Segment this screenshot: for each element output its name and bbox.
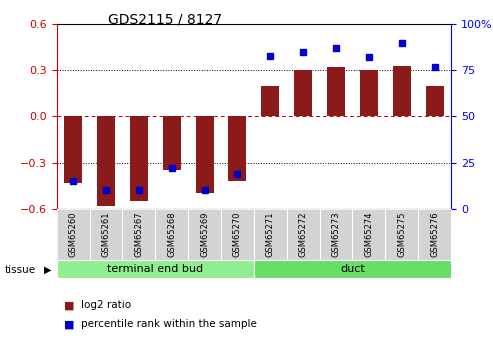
Text: GSM65273: GSM65273 [332, 211, 341, 257]
Bar [57, 260, 254, 278]
Text: GDS2115 / 8127: GDS2115 / 8127 [108, 12, 222, 26]
Text: GSM65272: GSM65272 [299, 211, 308, 257]
Bar [196, 117, 213, 193]
Bar [425, 86, 444, 117]
Text: GSM65275: GSM65275 [397, 211, 406, 257]
Bar [261, 86, 280, 117]
Text: GSM65260: GSM65260 [69, 211, 77, 257]
Text: GSM65268: GSM65268 [167, 211, 176, 257]
Bar [97, 117, 115, 206]
Text: terminal end bud: terminal end bud [107, 264, 203, 274]
Text: GSM65267: GSM65267 [135, 211, 143, 257]
Bar [294, 70, 312, 117]
Text: percentile rank within the sample: percentile rank within the sample [81, 319, 257, 329]
Bar [393, 66, 411, 117]
Text: duct: duct [340, 264, 365, 274]
Bar [163, 117, 181, 170]
Text: GSM65276: GSM65276 [430, 211, 439, 257]
Text: ■: ■ [64, 319, 74, 329]
Text: log2 ratio: log2 ratio [81, 300, 132, 310]
Bar [64, 117, 82, 183]
Text: ■: ■ [64, 300, 74, 310]
Text: GSM65261: GSM65261 [102, 211, 110, 257]
Text: GSM65270: GSM65270 [233, 211, 242, 257]
Text: ▶: ▶ [44, 265, 52, 275]
Bar [360, 70, 378, 117]
Text: GSM65269: GSM65269 [200, 211, 209, 257]
Text: GSM65274: GSM65274 [364, 211, 373, 257]
Text: tissue: tissue [5, 265, 36, 275]
Bar [327, 67, 345, 117]
Text: GSM65271: GSM65271 [266, 211, 275, 257]
Bar [254, 260, 451, 278]
Bar [130, 117, 148, 201]
Bar [228, 117, 246, 181]
